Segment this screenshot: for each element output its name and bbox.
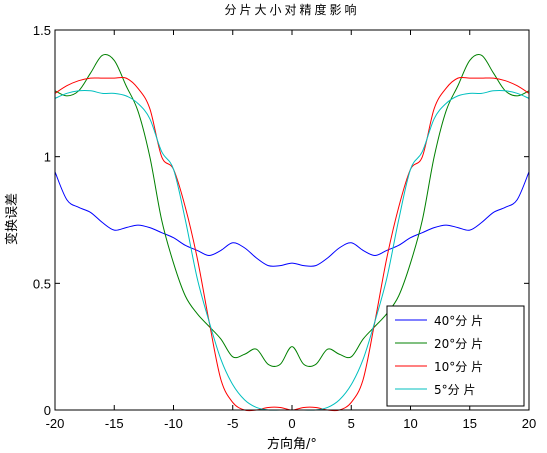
x-tick-label: -15 [105,416,124,431]
x-tick-label: 15 [463,416,477,431]
legend-label-3: 10°分 片 [434,360,483,374]
legend-label-2: 20°分 片 [434,337,483,351]
y-axis-label: 变换误差 [4,193,20,245]
series-line-1 [54,171,530,267]
x-tick-label: -5 [227,416,239,431]
x-tick-label: -10 [164,416,183,431]
legend-label-4: 5°分 片 [434,383,475,397]
y-tick-label: 1.5 [33,23,51,38]
series-line-2 [54,54,530,367]
y-tick-label: 0 [44,403,51,418]
legend: 40°分 片 20°分 片 10°分 片 5°分 片 [386,305,525,407]
y-tick-label: 1 [44,150,51,165]
chart-title: 分片大小对精度影响 [224,2,359,17]
x-tick-label: -20 [46,416,65,431]
legend-label-1: 40°分 片 [434,314,483,328]
x-tick-label: 20 [522,416,536,431]
x-tick-label: 5 [348,416,355,431]
x-tick-label: 10 [403,416,417,431]
x-axis-label: 方向角/° [267,436,317,452]
y-tick-label: 0.5 [33,276,51,291]
x-tick-label: 0 [288,416,295,431]
